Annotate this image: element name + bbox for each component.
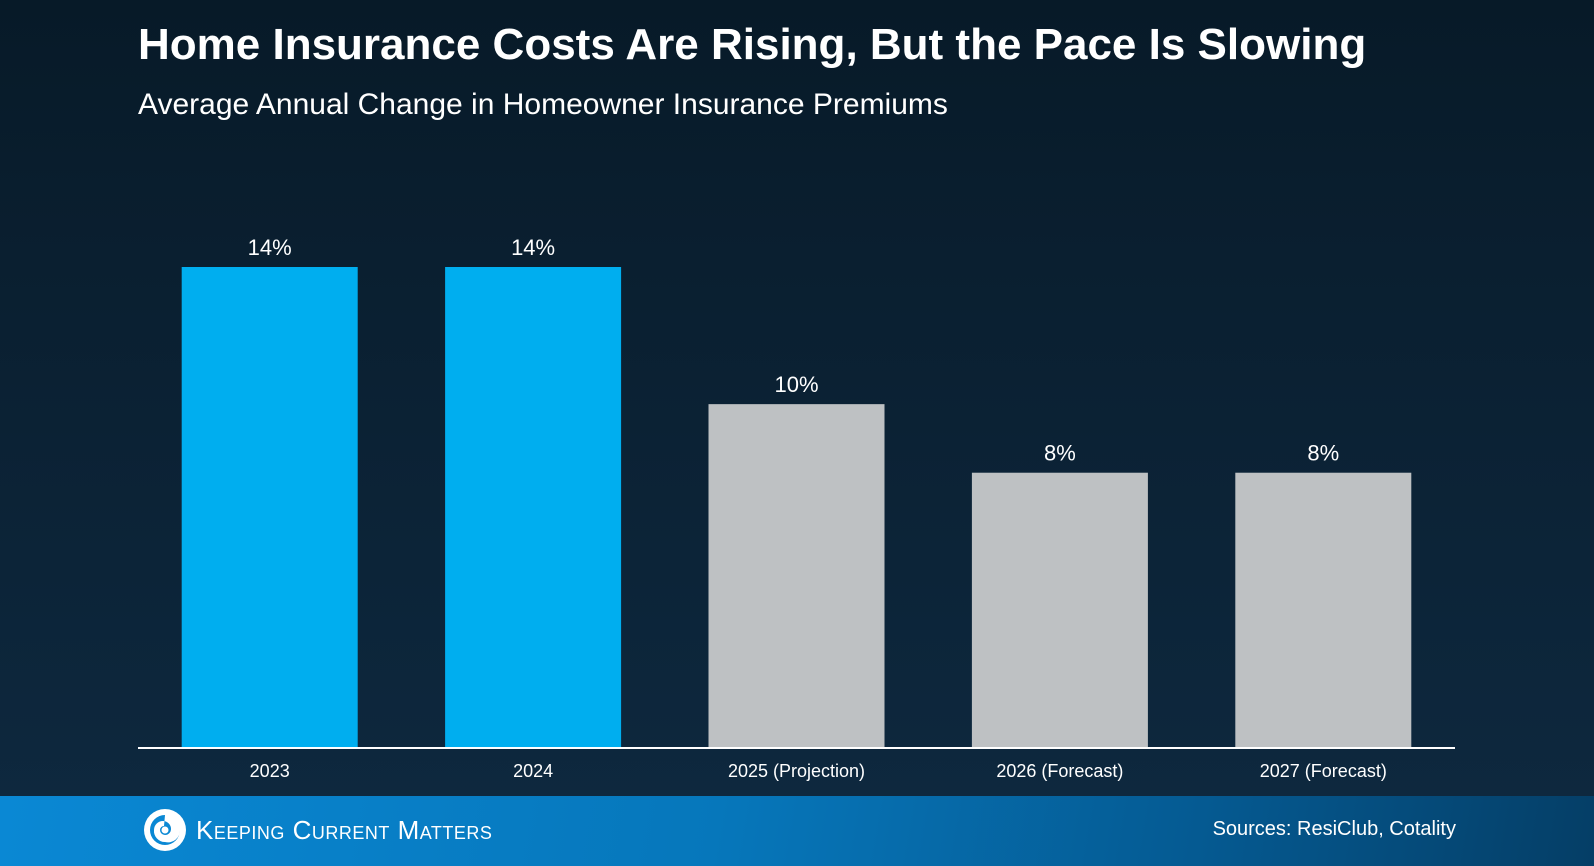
- data-label: 10%: [774, 372, 818, 397]
- bar-2025: [708, 404, 885, 747]
- bar-2024: [445, 267, 622, 747]
- x-tick-label: 2027 (Forecast): [1260, 761, 1387, 781]
- data-label: 14%: [248, 235, 292, 260]
- data-label: 8%: [1044, 441, 1076, 466]
- footer-bar: Keeping Current Matters Sources: ResiClu…: [0, 796, 1594, 866]
- brand-name: Keeping Current Matters: [196, 814, 493, 845]
- data-label: 8%: [1307, 441, 1339, 466]
- chart-subtitle: Average Annual Change in Homeowner Insur…: [138, 88, 948, 121]
- x-tick-label: 2026 (Forecast): [996, 761, 1123, 781]
- bar-chart: 14% 2023 14% 2024 10% 2025 (Projection) 8% 2026…: [181, 235, 1412, 781]
- bar-2027: [1235, 472, 1412, 747]
- x-tick-label: 2025 (Projection): [728, 761, 865, 781]
- sources-note: Sources: ResiClub, Cotality: [1212, 818, 1456, 840]
- data-label: 14%: [511, 235, 555, 260]
- brand-logo: Keeping Current Matters: [142, 807, 492, 853]
- chart-title: Home Insurance Costs Are Rising, But the…: [138, 20, 1367, 69]
- swirl-logo-icon: [144, 809, 186, 851]
- x-tick-label: 2024: [513, 761, 553, 781]
- bar-2026: [971, 472, 1148, 747]
- x-tick-label: 2023: [250, 761, 290, 781]
- bar-2023: [181, 267, 358, 747]
